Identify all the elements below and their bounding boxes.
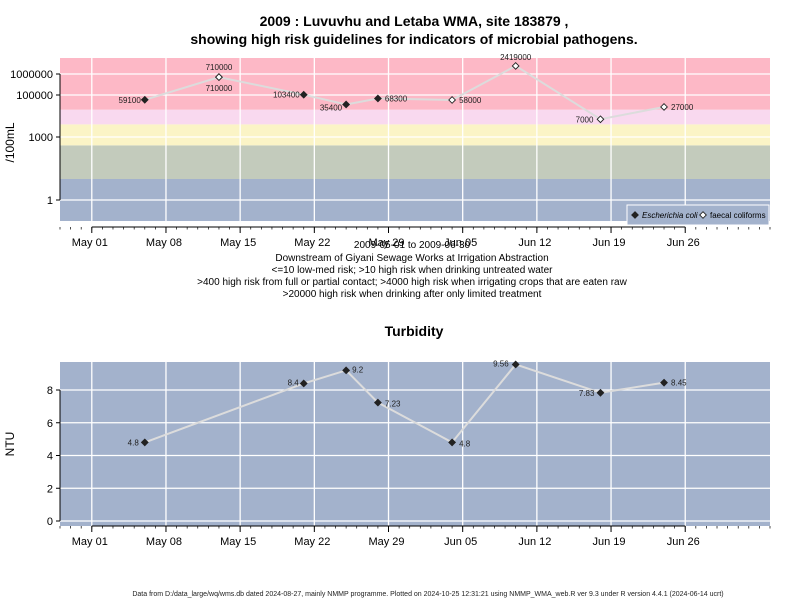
x-tick-label: Jun 05 bbox=[444, 536, 477, 548]
x-tick-label: Jun 12 bbox=[518, 237, 551, 249]
turbidity-point bbox=[373, 398, 382, 407]
site-description-note: Downstream of Giyani Sewage Works at Irr… bbox=[275, 253, 548, 264]
data-label: 2419000 bbox=[500, 53, 532, 62]
coliform-point bbox=[660, 103, 668, 111]
y-tick-label: 6 bbox=[47, 418, 53, 430]
coliform-point bbox=[596, 115, 605, 124]
turbidity-point bbox=[342, 366, 351, 375]
ecoli-point bbox=[373, 94, 382, 103]
coliform-point bbox=[215, 73, 223, 82]
data-label: 710000 bbox=[206, 84, 233, 93]
data-label: 7.83 bbox=[579, 389, 595, 398]
x-tick-label: May 29 bbox=[368, 536, 404, 548]
turbidity-point bbox=[511, 360, 520, 369]
ecoli-point bbox=[342, 100, 351, 109]
data-label: 4.8 bbox=[128, 438, 140, 447]
x-tick-label: Jun 12 bbox=[518, 536, 551, 548]
turbidity-point bbox=[140, 438, 149, 447]
data-label: 35400 bbox=[320, 103, 343, 112]
ecoli-point bbox=[299, 90, 308, 99]
x-tick-label: May 08 bbox=[146, 237, 182, 249]
series-line bbox=[144, 363, 665, 444]
chart-subtitle: showing high risk guidelines for indicat… bbox=[190, 31, 637, 47]
chart-title: 2009 : Luvuvhu and Letaba WMA, site 1838… bbox=[260, 13, 569, 29]
data-label: 7.23 bbox=[385, 400, 401, 409]
pathogen-plot: May 01 May 08 May 15 May 22 May 29 Jun 05 Jun … bbox=[3, 53, 771, 249]
data-label: 4.8 bbox=[459, 439, 471, 448]
data-label: 9.56 bbox=[493, 359, 509, 368]
date-range-note: 2009-05-01 to 2009-06-30 bbox=[354, 240, 471, 251]
data-label: 710000 bbox=[206, 63, 233, 72]
x-tick-label: Jun 19 bbox=[593, 536, 626, 548]
y-tick-label: 4 bbox=[47, 451, 53, 463]
x-tick-label: May 22 bbox=[294, 237, 330, 249]
data-label: 8.45 bbox=[671, 379, 687, 388]
x-tick-label: Jun 05 bbox=[444, 237, 477, 249]
risk-note-contact: >400 high risk from full or partial cont… bbox=[197, 277, 627, 288]
data-label: 8.4 bbox=[288, 378, 300, 387]
x-tick-label: Jun 19 bbox=[593, 237, 626, 249]
risk-note-drinking: <=10 low-med risk; >10 high risk when dr… bbox=[272, 265, 554, 276]
x-tick-label: May 01 bbox=[72, 536, 108, 548]
turbidity-point bbox=[448, 438, 457, 447]
coliform-point bbox=[448, 96, 457, 104]
data-label: 59100 bbox=[119, 96, 142, 105]
x-tick-label: May 01 bbox=[72, 237, 108, 249]
x-tick-label: May 15 bbox=[220, 536, 256, 548]
turbidity-plot: May 01 May 08 May 15 May 22 May 29 Jun 05 Jun … bbox=[3, 359, 771, 548]
plot-background bbox=[60, 362, 770, 526]
turbidity-point bbox=[596, 388, 605, 397]
data-label: 9.2 bbox=[352, 365, 364, 374]
data-label: 58000 bbox=[459, 96, 482, 105]
x-tick-label: Jun 26 bbox=[667, 536, 700, 548]
turbidity-point bbox=[299, 379, 308, 388]
y-axis-label: /100mL bbox=[3, 122, 17, 162]
ecoli-point bbox=[140, 95, 149, 104]
x-tick-label: Jun 26 bbox=[667, 237, 700, 249]
data-label: 68300 bbox=[385, 94, 408, 103]
data-label: 103400 bbox=[273, 91, 300, 100]
y-tick-label: 1 bbox=[47, 195, 53, 207]
y-tick-label: 8 bbox=[47, 385, 53, 397]
data-label: 27000 bbox=[671, 103, 694, 112]
legend: Escherichia coli faecal coliforms bbox=[626, 204, 770, 226]
legend-ecoli-marker bbox=[631, 211, 639, 219]
risk-band-4 bbox=[60, 58, 770, 110]
risk-band-2 bbox=[60, 124, 770, 146]
risk-band-1 bbox=[60, 145, 770, 179]
coliform-point bbox=[511, 62, 520, 70]
y-tick-label: 1000000 bbox=[10, 69, 53, 81]
legend-coliform-label: faecal coliforms bbox=[710, 211, 766, 220]
x-tick-label: May 08 bbox=[146, 536, 182, 548]
x-tick-label: May 29 bbox=[368, 237, 404, 249]
risk-note-treatment: >20000 high risk when drinking after onl… bbox=[283, 289, 542, 300]
x-tick-label: May 22 bbox=[294, 536, 330, 548]
data-label: 7000 bbox=[576, 115, 594, 124]
turbidity-title: Turbidity bbox=[385, 323, 444, 339]
legend-box bbox=[626, 204, 770, 226]
x-tick-label: May 15 bbox=[220, 237, 256, 249]
legend-coliform-marker bbox=[699, 211, 707, 219]
y-tick-label: 100000 bbox=[16, 90, 53, 102]
y-tick-label: 2 bbox=[47, 483, 53, 495]
y-axis-label: NTU bbox=[3, 432, 17, 457]
legend-ecoli-label: Escherichia coli bbox=[642, 211, 698, 220]
y-tick-label: 0 bbox=[47, 516, 53, 528]
footer-note: Data from D:/data_large/wq/wms.db dated … bbox=[132, 591, 723, 598]
y-tick-label: 1000 bbox=[29, 132, 53, 144]
turbidity-point bbox=[660, 378, 668, 387]
